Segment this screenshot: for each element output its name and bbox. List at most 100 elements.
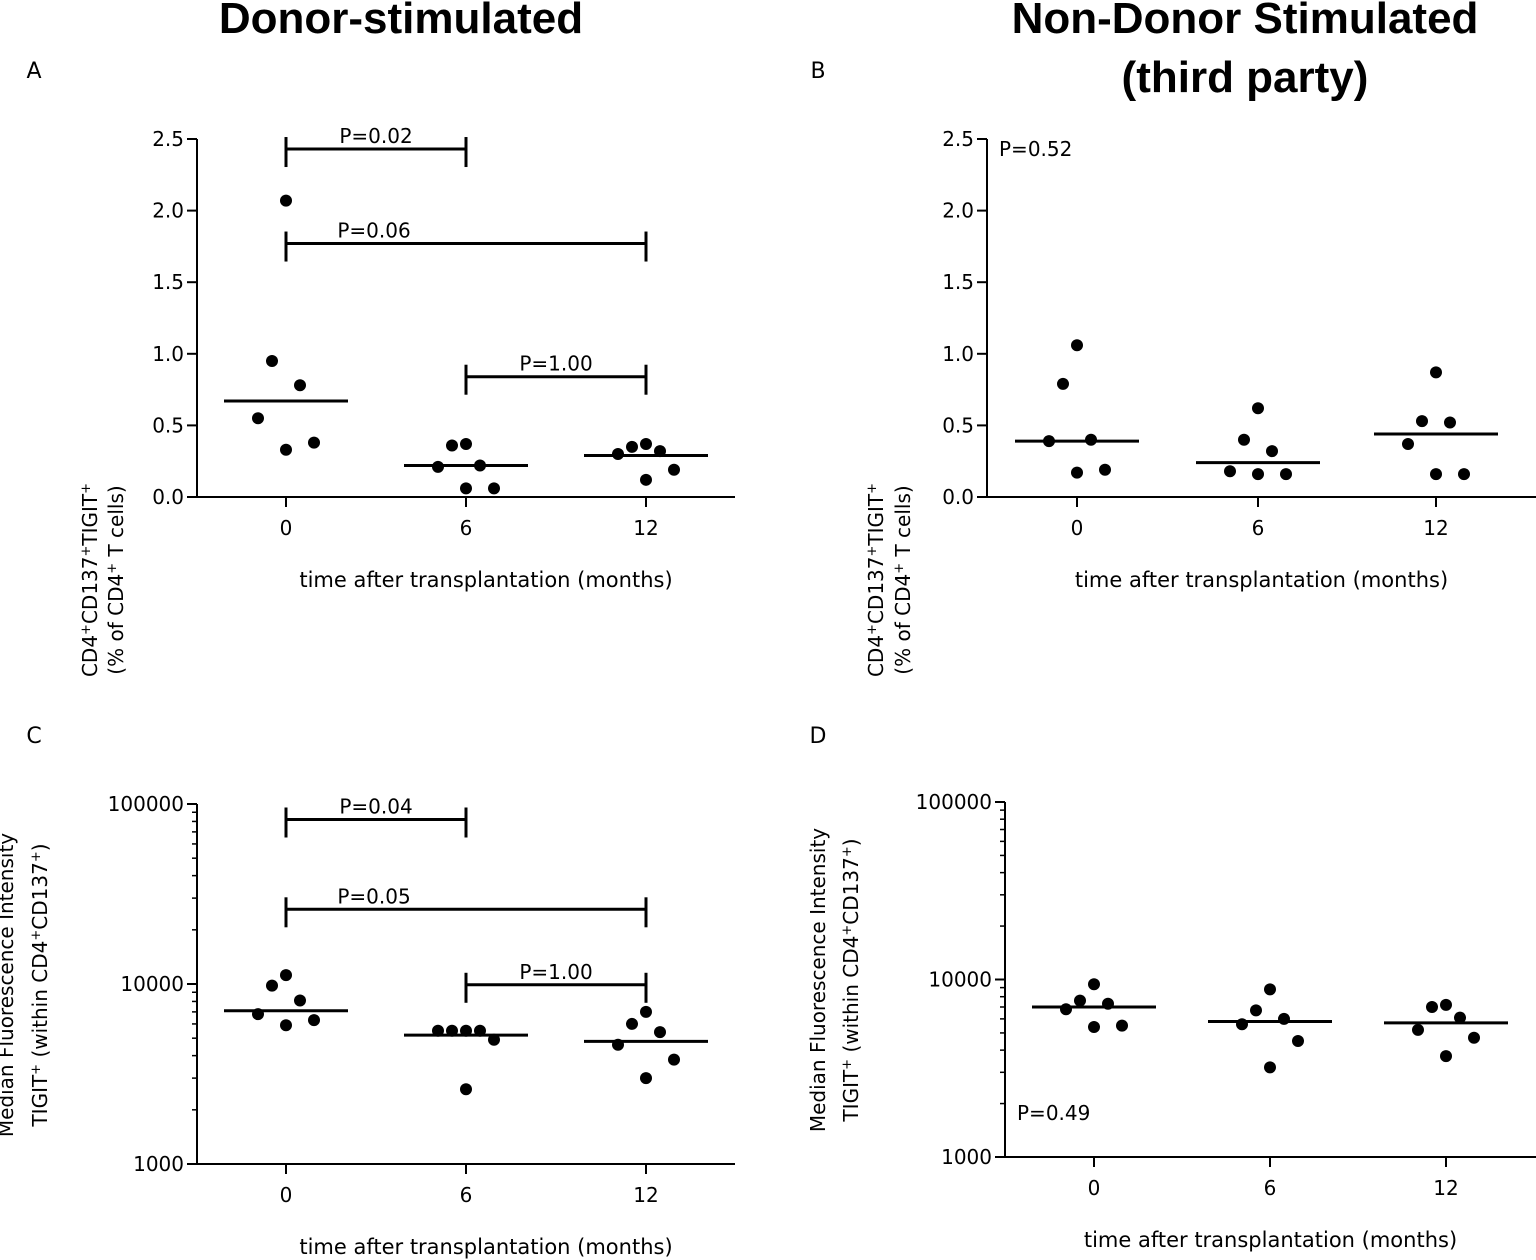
x-tick-label: 0 <box>1088 1176 1101 1200</box>
data-point <box>1224 465 1236 478</box>
label-part: Median Fluorescence Intensity <box>0 833 18 1137</box>
data-point <box>460 1083 472 1096</box>
y-tick-label: 0.5 <box>152 413 184 437</box>
y-axis-label-line-2: TIGIT+ (within CD4+CD137+) <box>839 838 863 1122</box>
x-axis-label: time after transplantation (months) <box>1075 568 1448 592</box>
panel-letter-b: B <box>810 59 825 84</box>
data-point <box>612 1038 624 1051</box>
y-tick-label: 10000 <box>928 968 992 992</box>
panel-letter-c: C <box>26 724 41 749</box>
data-point <box>1236 1018 1248 1031</box>
y-tick-label: 100000 <box>916 790 992 814</box>
data-point <box>626 1017 638 1030</box>
data-point <box>668 463 680 476</box>
data-point <box>252 1008 264 1021</box>
superscript-plus: + <box>865 546 880 557</box>
label-part: Median Fluorescence Intensity <box>806 828 830 1132</box>
x-axis-label: time after transplantation (months) <box>299 568 672 592</box>
y-tick-label: 2.5 <box>942 127 974 151</box>
superscript-plus: + <box>865 483 880 494</box>
data-point <box>1099 463 1111 476</box>
data-point <box>1088 978 1100 991</box>
label-part: CD4 <box>864 635 888 677</box>
x-tick-label: 0 <box>1071 516 1084 540</box>
title-non-donor-line1: Non-Donor Stimulated <box>1012 0 1479 43</box>
data-point <box>1292 1035 1304 1048</box>
panel-d: D 1000 10000 100000 0 6 12 time after transplan… <box>806 724 1536 1252</box>
data-point <box>488 1033 500 1046</box>
data-point <box>1088 1021 1100 1034</box>
superscript-plus: + <box>29 1064 44 1075</box>
data-point <box>446 1024 458 1037</box>
data-point <box>1043 435 1055 448</box>
data-point <box>280 443 292 456</box>
data-point <box>654 1026 666 1039</box>
data-point <box>1468 1031 1480 1044</box>
comparison-p-value: P=0.04 <box>339 795 412 819</box>
data-point <box>474 1024 486 1037</box>
y-tick-label: 1000 <box>941 1145 992 1169</box>
y-axis-label-line-2: (% of CD4+ T cells) <box>104 485 128 674</box>
data-point <box>640 473 652 486</box>
data-point <box>654 445 666 458</box>
x-tick-label: 12 <box>1423 516 1448 540</box>
superscript-plus: + <box>840 846 855 857</box>
data-point <box>308 436 320 449</box>
data-point <box>460 1024 472 1037</box>
panel-c: C 1000 10000 100000 0 6 12 time after transplan… <box>0 724 735 1259</box>
data-point <box>1278 1012 1290 1025</box>
data-point <box>1074 994 1086 1007</box>
data-point <box>1060 1003 1072 1016</box>
label-part: ) <box>839 838 863 846</box>
data-point <box>1430 468 1442 481</box>
panel-b: B 0.0 0.5 1.0 1.5 2.0 2.5 0 6 12 time after transp… <box>810 59 1536 677</box>
y-tick-label: 10000 <box>120 972 184 996</box>
y-axis-label-line-1: Median Fluorescence Intensity <box>0 833 18 1137</box>
y-axis-label-line-1: Median Fluorescence Intensity <box>806 828 830 1132</box>
y-tick-label: 2.0 <box>152 199 184 223</box>
title-non-donor-line2: (third party) <box>1122 53 1369 102</box>
y-tick-label: 1.5 <box>152 270 184 294</box>
data-point <box>1280 468 1292 481</box>
y-axis-label-line-2: TIGIT+ (within CD4+CD137+) <box>28 843 52 1127</box>
data-point <box>252 412 264 425</box>
data-point <box>1266 445 1278 458</box>
annotation-p-value: P=0.49 <box>1017 1101 1090 1125</box>
data-point <box>1412 1023 1424 1036</box>
data-point <box>640 1005 652 1018</box>
data-point <box>1416 415 1428 428</box>
x-tick-label: 0 <box>280 1183 293 1207</box>
data-point <box>626 440 638 453</box>
data-point <box>280 969 292 982</box>
comparison-p-value: P=0.06 <box>337 219 410 243</box>
superscript-plus: + <box>865 624 880 635</box>
data-point <box>432 1024 444 1037</box>
data-point <box>460 438 472 451</box>
data-point <box>446 439 458 452</box>
y-tick-label: 0.0 <box>942 485 974 509</box>
label-part: TIGIT <box>839 1069 863 1123</box>
data-point <box>612 448 624 461</box>
data-point <box>1252 402 1264 415</box>
y-tick-label: 1000 <box>133 1152 184 1176</box>
x-tick-label: 12 <box>633 1183 658 1207</box>
title-donor-stimulated: Donor-stimulated <box>219 0 583 43</box>
y-tick-label: 2.0 <box>942 199 974 223</box>
y-tick-label: 100000 <box>108 792 184 816</box>
data-point <box>280 1019 292 1032</box>
label-part: CD137 <box>864 557 888 625</box>
x-tick-label: 6 <box>460 1183 473 1207</box>
data-point <box>640 438 652 451</box>
y-axis-label-line-1: CD4+CD137+TIGIT+ <box>864 483 888 677</box>
y-tick-label: 0.5 <box>942 413 974 437</box>
label-part: CD4 <box>78 635 102 677</box>
data-point <box>1116 1019 1128 1032</box>
data-point <box>1430 366 1442 379</box>
data-point <box>266 979 278 992</box>
data-point <box>1458 468 1470 481</box>
data-point <box>308 1014 320 1027</box>
label-part: (% of CD4 <box>104 574 128 675</box>
data-point <box>1426 1000 1438 1013</box>
superscript-plus: + <box>79 624 94 635</box>
